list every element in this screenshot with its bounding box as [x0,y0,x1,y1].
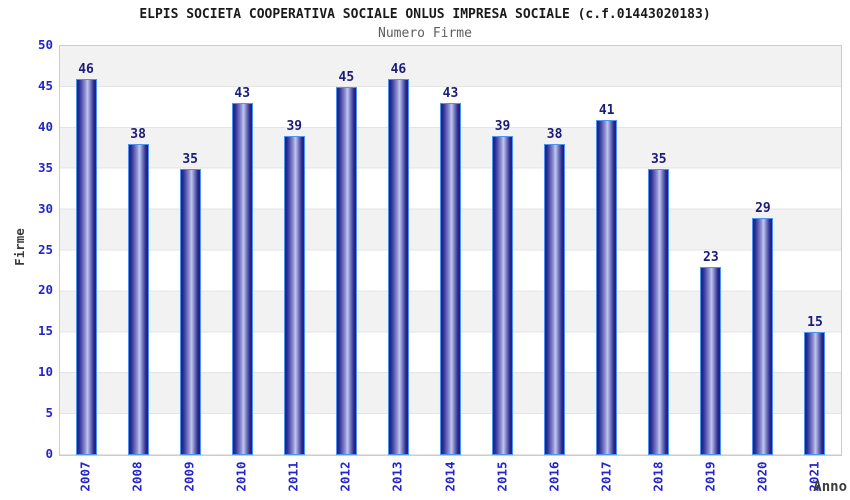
y-tick-25: 25 [37,241,53,257]
y-tick-0: 0 [45,446,53,461]
bar-value-2021: 15 [807,315,823,331]
bar-2013 [387,78,409,455]
x-tick-2020: 2020 [754,461,770,492]
x-tick-2015: 2015 [494,461,510,492]
bar-2016 [544,144,566,455]
x-tick-2009: 2009 [181,461,197,492]
y-tick-15: 15 [37,323,53,339]
y-tick-50: 50 [37,37,53,52]
y-tick-30: 30 [37,200,53,216]
chart-title: ELPIS SOCIETA COOPERATIVA SOCIALE ONLUS … [139,7,711,22]
x-tick-2018: 2018 [650,461,666,492]
bar-value-2008: 38 [130,127,146,143]
bar-value-2013: 46 [390,61,407,77]
bar-value-2016: 38 [546,127,563,143]
x-tick-2016: 2016 [546,461,562,492]
bar-2021 [804,332,826,455]
x-tick-2019: 2019 [702,461,718,492]
x-tick-2017: 2017 [598,461,614,492]
x-tick-2007: 2007 [77,461,93,492]
bar-2009 [179,168,201,455]
y-tick-35: 35 [37,159,53,175]
bar-2007 [75,78,97,455]
bar-value-2020: 29 [755,200,771,216]
bar-2011 [283,135,305,455]
bar-value-2010: 43 [234,86,251,102]
chart-subtitle: Numero Firme [378,26,472,41]
bar-2012 [335,86,357,455]
y-tick-20: 20 [37,282,53,298]
bar-value-2015: 39 [494,118,511,134]
bar-value-2012: 45 [338,69,355,85]
bar-value-2011: 39 [286,118,303,134]
bar-value-2017: 41 [598,102,615,118]
x-tick-2013: 2013 [389,461,405,492]
x-tick-2012: 2012 [337,461,353,492]
bar-value-2009: 35 [182,151,198,167]
bar-2008 [127,144,149,455]
bar-2014 [440,103,461,455]
y-tick-10: 10 [37,364,53,380]
x-axis-label: Anno [813,479,847,495]
bar-2015 [492,135,514,455]
bar-value-2007: 46 [78,61,94,77]
bar-2019 [700,266,722,455]
bar-value-2019: 23 [703,249,719,265]
x-tick-2010: 2010 [233,461,249,492]
x-tick-2011: 2011 [285,461,301,492]
plot-area: 46 38 35 43 39 45 46 43 39 38 41 35 23 29 15 [59,45,842,456]
x-tick-2008: 2008 [129,461,145,492]
bar-value-2018: 35 [650,151,667,167]
bar-2020 [752,217,774,455]
bar-value-2014: 43 [442,86,459,102]
y-tick-45: 45 [37,77,53,93]
bar-2018 [648,168,670,455]
y-tick-40: 40 [37,118,53,134]
bar-2010 [231,103,253,455]
x-tick-2014: 2014 [442,461,457,492]
y-tick-5: 5 [45,405,53,421]
bar-2017 [596,119,618,455]
